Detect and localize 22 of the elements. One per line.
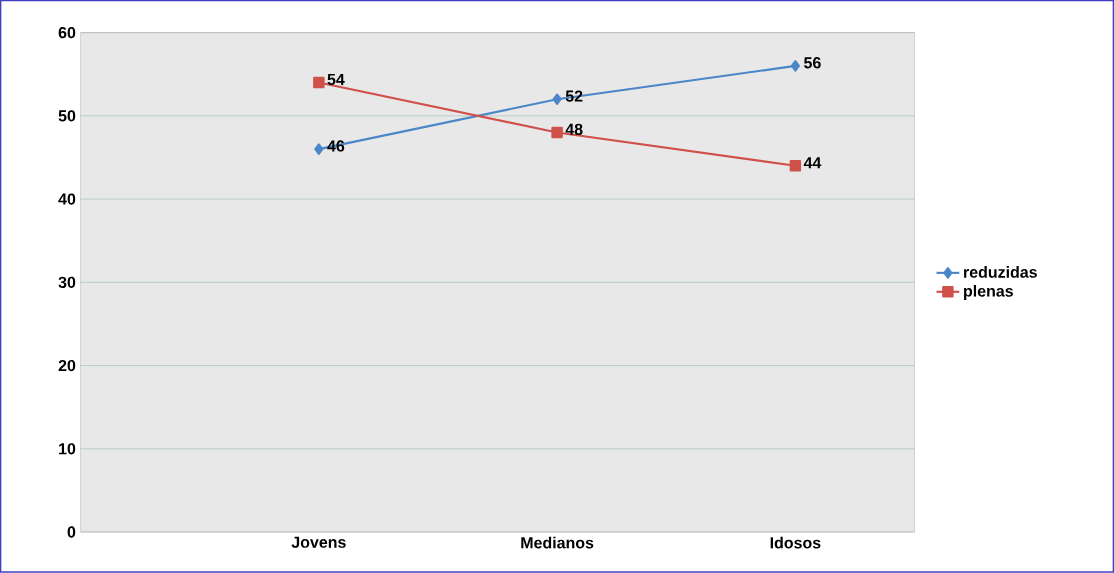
legend-label: plenas bbox=[964, 285, 1013, 301]
x-tick-label: Idosos bbox=[770, 536, 821, 549]
y-tick-label: 0 bbox=[67, 526, 76, 538]
y-tick-label: 30 bbox=[58, 276, 76, 289]
data-label: 48 bbox=[565, 123, 583, 136]
data-label: 44 bbox=[803, 157, 822, 169]
y-tick-label: 10 bbox=[59, 443, 76, 455]
y-tick-label: 60 bbox=[58, 27, 76, 39]
point bbox=[313, 77, 325, 89]
y-tick-label: 50 bbox=[58, 110, 76, 122]
y-tick-label: 40 bbox=[58, 193, 76, 205]
x-tick-label: Medianos bbox=[521, 536, 594, 549]
point bbox=[789, 160, 802, 172]
point bbox=[790, 60, 800, 72]
data-label: 56 bbox=[804, 57, 821, 69]
x-tick-label: Jovens bbox=[291, 536, 346, 549]
point bbox=[551, 126, 563, 139]
y-tick-label: 20 bbox=[58, 360, 76, 372]
legend-label: reduzidas bbox=[964, 266, 1037, 278]
data-label: 54 bbox=[327, 74, 345, 86]
point bbox=[552, 93, 562, 106]
point bbox=[314, 143, 324, 156]
